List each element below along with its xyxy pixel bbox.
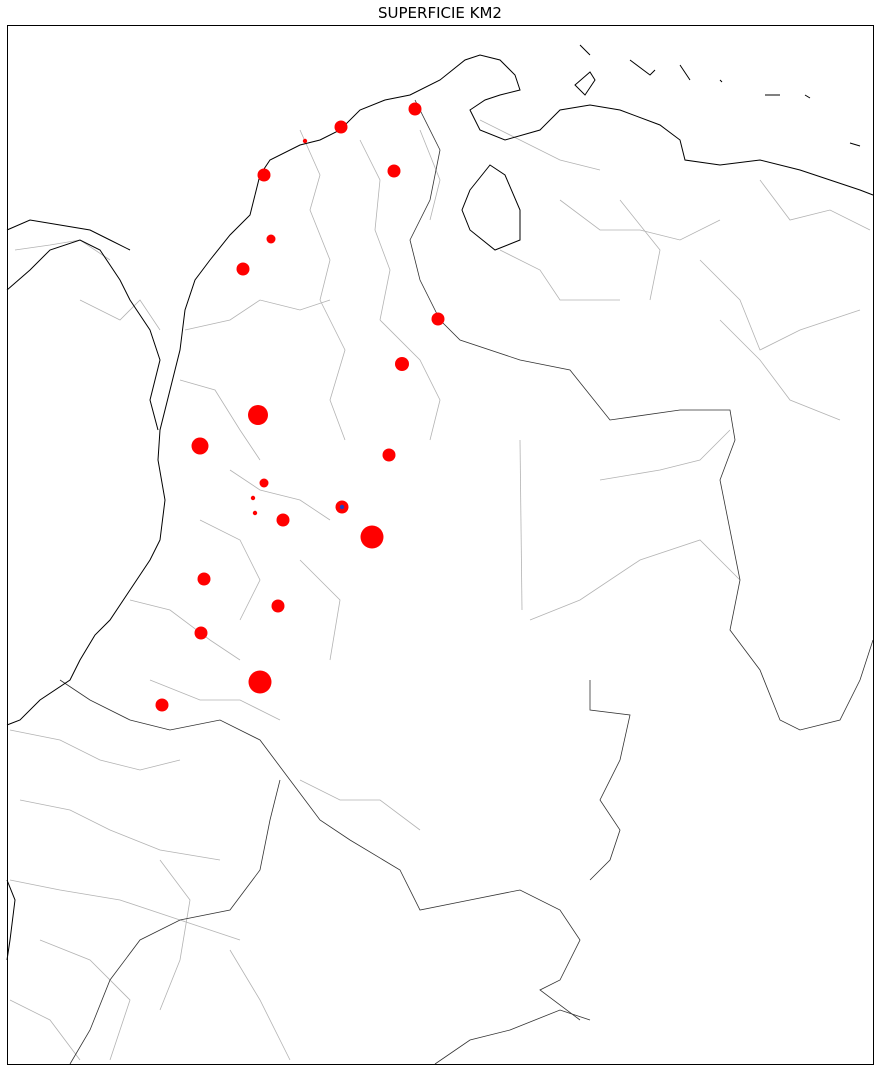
map-frame [7,25,874,1065]
marker-antioquia [248,405,268,425]
marker-cordoba-north [266,234,276,244]
marker-cundinamarca-center [339,504,345,510]
marker-choco [191,437,209,455]
admin-borders [9,119,871,1061]
marker-valle [197,572,211,586]
marker-meta [360,525,384,549]
marker-caqueta [248,670,272,694]
marker-caldas [259,478,269,488]
country-borders [59,99,874,1065]
marker-tolima [276,513,290,527]
chart-title: SUPERFICIE KM2 [378,4,502,22]
markers-layer [155,102,445,712]
marker-la-guajira [408,102,422,116]
marker-cauca [194,626,208,640]
marker-narino [155,698,169,712]
coastline [6,44,874,961]
marker-norte-de-santander [431,312,445,326]
marker-atlantico-small [302,138,308,144]
marker-cordoba [236,262,250,276]
marker-quindio [252,510,258,516]
marker-boyaca [382,448,396,462]
marker-santander [395,357,409,371]
marker-magdalena-inland [387,164,401,178]
marker-bolivar-coast [257,168,271,182]
marker-risaralda [250,495,256,501]
marker-atlantico-magdalena-coast [334,120,348,134]
marker-huila [271,599,285,613]
